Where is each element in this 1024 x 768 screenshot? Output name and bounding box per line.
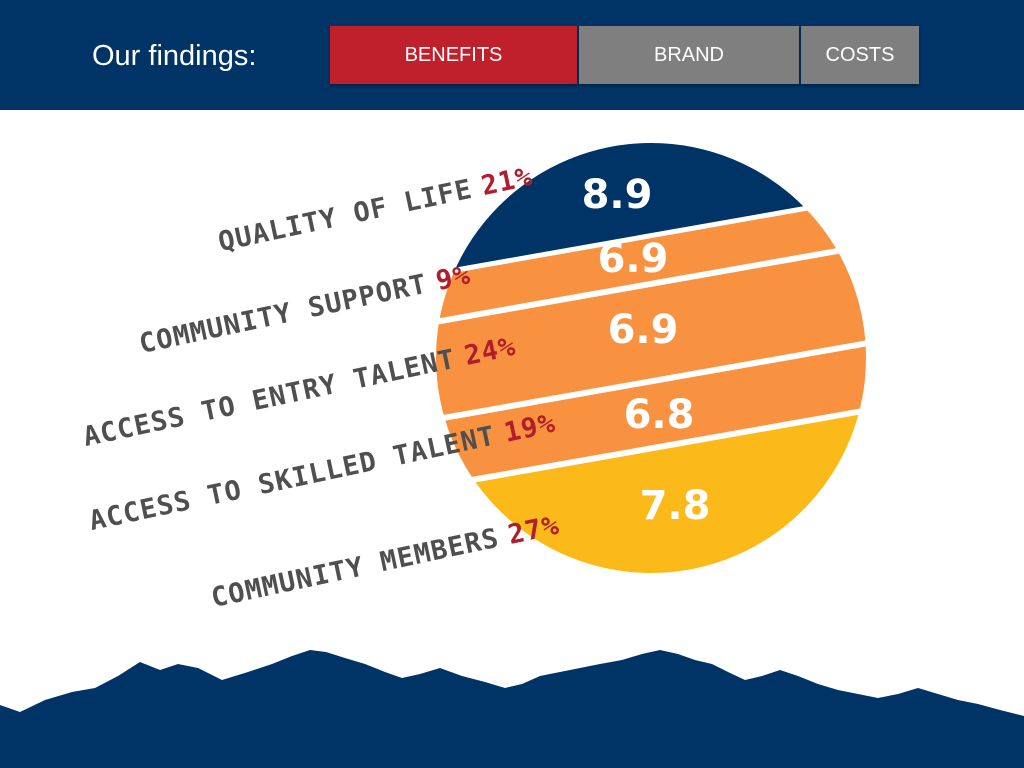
band-community-support bbox=[436, 189, 866, 331]
band-community-members bbox=[436, 396, 866, 573]
band-separator bbox=[436, 394, 866, 496]
band-separator bbox=[436, 187, 866, 289]
band-separator bbox=[436, 234, 866, 337]
score-community-support: 6.9 bbox=[598, 236, 669, 282]
band-separator bbox=[436, 329, 866, 431]
score-community-members: 7.8 bbox=[640, 483, 711, 529]
score-quality-of-life: 8.9 bbox=[582, 172, 653, 218]
score-entry-talent: 6.9 bbox=[608, 307, 679, 353]
header-bar: Our findings: BENEFITS BRAND COSTS bbox=[0, 0, 1024, 110]
tab-benefits[interactable]: BENEFITS bbox=[330, 26, 577, 84]
band-quality-of-life bbox=[436, 143, 866, 284]
tab-brand[interactable]: BRAND bbox=[579, 26, 799, 84]
band-entry-talent bbox=[436, 236, 866, 425]
band-values: 8.9 6.9 6.9 6.8 7.8 bbox=[582, 172, 711, 529]
band-skilled-talent bbox=[436, 331, 866, 490]
score-skilled-talent: 6.8 bbox=[624, 392, 695, 438]
circle-bands bbox=[436, 143, 866, 573]
page-title: Our findings: bbox=[92, 40, 257, 72]
tab-costs[interactable]: COSTS bbox=[801, 26, 919, 84]
